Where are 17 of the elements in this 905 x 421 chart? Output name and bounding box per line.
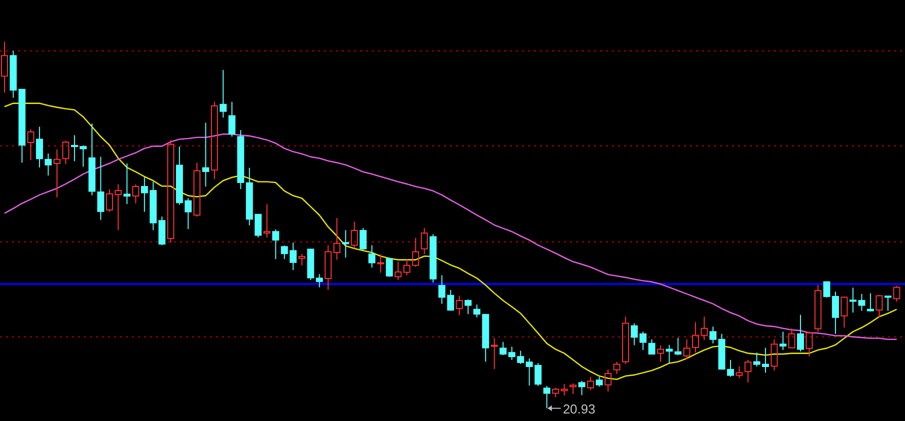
candlestick — [490, 337, 498, 370]
candlestick — [342, 230, 350, 258]
candlestick — [394, 261, 402, 280]
candlestick — [377, 254, 384, 274]
candlestick — [1, 41, 8, 94]
candlestick — [832, 291, 839, 334]
candlestick — [202, 122, 210, 188]
candlestick — [237, 130, 244, 190]
annotation: 20.93 — [562, 401, 596, 416]
candlestick — [324, 244, 332, 290]
candlestick — [333, 218, 340, 260]
candlestick — [53, 148, 60, 198]
candlestick — [36, 126, 43, 168]
candlestick — [806, 331, 813, 358]
candlestick — [123, 162, 130, 205]
candlestick — [350, 221, 358, 249]
candlestick — [44, 153, 52, 176]
